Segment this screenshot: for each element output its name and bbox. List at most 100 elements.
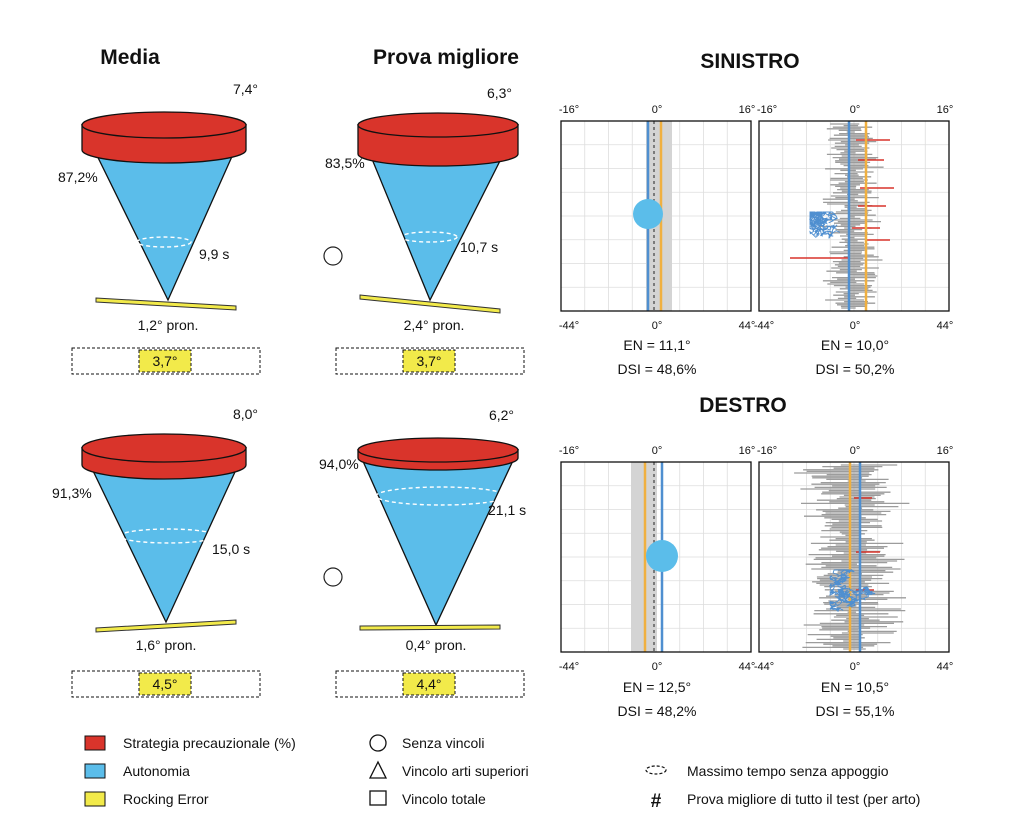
rocking-error-value: 3,7° [416, 353, 441, 369]
plot-frame [758, 461, 950, 653]
rocking-bar [359, 624, 501, 631]
bottom-tick-label: 44° [937, 661, 954, 673]
plot-sinistro-right: -16° 0° 16° -44° 0° 44° EN = 10,0° DSI =… [754, 104, 953, 377]
max-time-ellipse [119, 528, 217, 544]
top-tick-label: 16° [739, 445, 756, 457]
plot-frame [560, 461, 752, 653]
top-tick-label: -16° [757, 445, 777, 457]
bottom-tick-label: 0° [850, 661, 861, 673]
center-point-marker [633, 199, 663, 229]
header-sinistro: SINISTRO [700, 50, 799, 73]
rocking-error-value-box [138, 672, 192, 696]
rocking-error-value: 4,5° [152, 676, 177, 692]
red-trace [790, 139, 894, 259]
cone-angle-label: 7,4° [233, 81, 258, 97]
top-tick-label: 0° [652, 445, 663, 457]
cone-top-ellipse [81, 433, 247, 463]
plot-destro-left: -16° 0° 16° -44° 0° 44° EN = 12,5° DSI =… [559, 445, 755, 719]
sway-trajectory [809, 211, 841, 239]
cone-angle-label: 6,2° [489, 407, 514, 423]
rocking-error-box [71, 347, 261, 375]
bottom-tick-label: 0° [850, 320, 861, 332]
hash-icon: # [651, 791, 662, 812]
header-destro: DESTRO [699, 394, 787, 417]
cone-time-label: 21,1 s [488, 502, 526, 518]
cone-best-sinistro: 6,3° 83,5% 10,7 s 2,4° pron. 3,7° [323, 85, 525, 375]
max-time-ellipse [136, 236, 192, 248]
cone-top-ellipse [357, 112, 519, 138]
header-media: Media [100, 46, 160, 69]
square-icon [369, 790, 387, 806]
triangle-icon [368, 760, 388, 779]
rocking-error-box [71, 670, 261, 698]
cone-top-ellipse [81, 111, 247, 139]
en-stat: EN = 10,5° [821, 679, 889, 695]
max-time-ellipse [400, 231, 458, 243]
max-time-ellipse [375, 486, 507, 506]
cone-best-destro: 6,2° 94,0% 21,1 s 0,4° pron. 4,4° [319, 407, 526, 698]
rocking-error-value-box [402, 672, 456, 696]
cone-rock-label: 2,4° pron. [404, 317, 465, 333]
top-tick-label: 16° [739, 104, 756, 116]
bottom-tick-label: 0° [652, 320, 663, 332]
bottom-tick-label: 44° [739, 661, 756, 673]
cone-angle-label: 6,3° [487, 85, 512, 101]
legend-dashed-label: Massimo tempo senza appoggio [687, 763, 889, 779]
bottom-tick-label: -44° [754, 661, 774, 673]
bottom-tick-label: -44° [754, 320, 774, 332]
plot-destro-right: -16° 0° 16° -44° 0° 44° EN = 10,5° DSI =… [754, 445, 953, 719]
legend-blue-swatch [84, 763, 106, 779]
rocking-error-box [335, 670, 525, 698]
top-tick-label: 0° [850, 445, 861, 457]
top-tick-label: 0° [652, 104, 663, 116]
legend-yellow-label: Rocking Error [123, 791, 209, 807]
legend-triangle-label: Vincolo arti superiori [402, 763, 529, 779]
plot-sinistro-left: -16° 0° 16° -44° 0° 44° EN = 11,1° DSI =… [559, 104, 755, 377]
legend-yellow-swatch [84, 791, 106, 807]
cone-rock-label: 0,4° pron. [406, 637, 467, 653]
cone-angle-label: 8,0° [233, 406, 258, 422]
en-stat: EN = 12,5° [623, 679, 691, 695]
header-prova-migliore: Prova migliore [373, 46, 519, 69]
rocking-bar [95, 297, 237, 311]
cone-percent-label: 94,0% [319, 456, 359, 472]
top-tick-label: 16° [937, 445, 954, 457]
legend-blue-label: Autonomia [123, 763, 190, 779]
top-tick-label: -16° [757, 104, 777, 116]
legend: Strategia precauzionale (%) Autonomia Ro… [84, 734, 920, 812]
rocking-error-value: 4,4° [416, 676, 441, 692]
bottom-tick-label: 44° [739, 320, 756, 332]
top-tick-label: -16° [559, 445, 579, 457]
bottom-tick-label: 0° [652, 661, 663, 673]
dsi-stat: DSI = 55,1% [816, 703, 895, 719]
legend-hash-label: Prova migliore di tutto il test (per art… [687, 791, 920, 807]
cone-percent-label: 91,3% [52, 485, 92, 501]
dsi-stat: DSI = 48,2% [618, 703, 697, 719]
cone-media-destro: 8,0° 91,3% 15,0 s 1,6° pron. 4,5° [52, 406, 261, 698]
legend-red-label: Strategia precauzionale (%) [123, 735, 296, 751]
dsi-stat: DSI = 50,2% [816, 361, 895, 377]
dashed-ellipse-icon [645, 765, 667, 775]
legend-circle-label: Senza vincoli [402, 735, 485, 751]
cone-percent-label: 83,5% [325, 155, 365, 171]
legend-red-swatch [84, 735, 106, 751]
cone-rock-label: 1,6° pron. [136, 637, 197, 653]
top-tick-label: 0° [850, 104, 861, 116]
rocking-error-value-box [138, 349, 192, 373]
cone-rock-label: 1,2° pron. [138, 317, 199, 333]
bottom-tick-label: -44° [559, 320, 579, 332]
bottom-tick-label: 44° [937, 320, 954, 332]
rocking-bar [359, 294, 501, 314]
top-tick-label: 16° [937, 104, 954, 116]
cone-time-label: 9,9 s [199, 246, 229, 262]
senza-vincoli-circle-icon [323, 567, 343, 587]
rocking-bar [95, 619, 237, 633]
cone-percent-label: 87,2% [58, 169, 98, 185]
top-tick-label: -16° [559, 104, 579, 116]
cone-time-label: 15,0 s [212, 541, 250, 557]
rocking-error-box [335, 347, 525, 375]
center-point-marker [646, 540, 678, 572]
circle-icon [369, 734, 387, 752]
cone-body [356, 449, 520, 627]
